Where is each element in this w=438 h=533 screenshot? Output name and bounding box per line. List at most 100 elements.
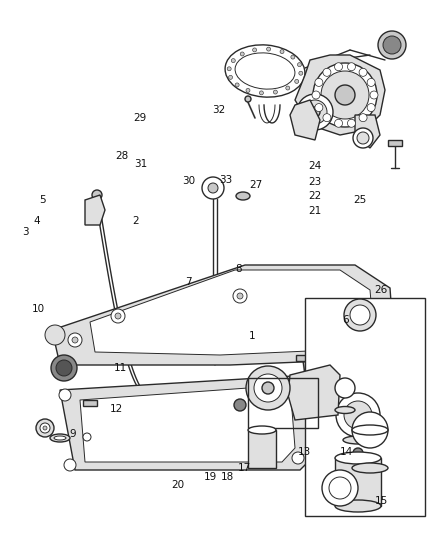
Circle shape (111, 309, 125, 323)
Circle shape (312, 91, 320, 99)
Circle shape (259, 91, 263, 95)
Circle shape (347, 119, 356, 127)
Text: 11: 11 (114, 363, 127, 373)
Circle shape (291, 55, 295, 59)
Text: 6: 6 (343, 315, 350, 325)
Polygon shape (80, 385, 295, 462)
Ellipse shape (343, 436, 373, 444)
Circle shape (370, 91, 378, 99)
Circle shape (321, 71, 369, 119)
Bar (335, 458, 381, 506)
Circle shape (45, 325, 65, 345)
Circle shape (299, 374, 311, 386)
Circle shape (297, 63, 301, 67)
Circle shape (353, 128, 373, 148)
Text: 1: 1 (248, 331, 255, 341)
Ellipse shape (352, 463, 388, 473)
Text: 24: 24 (309, 161, 322, 171)
Bar (83, 400, 97, 406)
Circle shape (323, 68, 331, 76)
Circle shape (336, 393, 380, 437)
Circle shape (353, 448, 363, 458)
Ellipse shape (335, 407, 355, 414)
Circle shape (335, 63, 343, 71)
Bar (305, 298, 425, 516)
Ellipse shape (335, 452, 381, 464)
Circle shape (208, 183, 218, 193)
Text: 26: 26 (374, 286, 388, 295)
Circle shape (240, 52, 244, 56)
Circle shape (64, 459, 76, 471)
Circle shape (380, 348, 400, 368)
Bar (371, 300, 385, 306)
Circle shape (367, 103, 375, 111)
Circle shape (347, 63, 356, 71)
Circle shape (235, 83, 239, 87)
Circle shape (262, 382, 274, 394)
Text: 31: 31 (134, 159, 148, 169)
Text: 17: 17 (237, 463, 251, 473)
Circle shape (344, 299, 376, 331)
Circle shape (227, 67, 231, 71)
Bar (296, 355, 310, 361)
Ellipse shape (54, 436, 66, 440)
Ellipse shape (352, 425, 388, 435)
Circle shape (362, 312, 368, 318)
Circle shape (68, 333, 82, 347)
Text: 13: 13 (298, 447, 311, 457)
Text: 5: 5 (39, 195, 46, 205)
Circle shape (280, 50, 284, 54)
Circle shape (313, 63, 377, 127)
Circle shape (335, 119, 343, 127)
Text: 25: 25 (353, 195, 367, 205)
Ellipse shape (235, 53, 295, 89)
Text: 9: 9 (69, 430, 76, 439)
Circle shape (344, 401, 372, 429)
Circle shape (299, 71, 303, 75)
Circle shape (322, 470, 358, 506)
Circle shape (72, 337, 78, 343)
Circle shape (310, 107, 320, 117)
Circle shape (43, 426, 47, 430)
Text: 3: 3 (22, 227, 29, 237)
Text: 14: 14 (339, 447, 353, 457)
Circle shape (56, 360, 72, 376)
Circle shape (286, 86, 290, 90)
Polygon shape (85, 195, 105, 225)
Circle shape (383, 36, 401, 54)
Circle shape (59, 389, 71, 401)
Circle shape (253, 48, 257, 52)
Text: 20: 20 (171, 480, 184, 490)
Circle shape (335, 378, 355, 398)
Circle shape (40, 423, 50, 433)
Circle shape (246, 366, 290, 410)
Circle shape (229, 75, 233, 79)
Text: 18: 18 (221, 472, 234, 482)
Text: 7: 7 (185, 278, 192, 287)
Circle shape (378, 31, 406, 59)
Circle shape (359, 68, 367, 76)
Polygon shape (352, 360, 375, 400)
Text: 10: 10 (32, 304, 45, 314)
Text: 2: 2 (132, 216, 139, 226)
Text: 22: 22 (309, 191, 322, 201)
Circle shape (246, 88, 250, 92)
Ellipse shape (50, 434, 70, 442)
Bar (248, 378, 318, 428)
Circle shape (267, 47, 271, 51)
Circle shape (329, 477, 351, 499)
Polygon shape (90, 270, 375, 355)
Text: 8: 8 (235, 264, 242, 274)
Circle shape (292, 452, 304, 464)
Circle shape (367, 78, 375, 86)
Circle shape (92, 190, 102, 200)
Circle shape (234, 399, 246, 411)
Circle shape (315, 103, 323, 111)
Circle shape (358, 308, 372, 322)
Text: 28: 28 (115, 151, 128, 161)
Text: 4: 4 (33, 216, 40, 226)
Polygon shape (52, 265, 395, 365)
Text: 33: 33 (219, 175, 232, 185)
Circle shape (51, 355, 77, 381)
Ellipse shape (236, 192, 250, 200)
